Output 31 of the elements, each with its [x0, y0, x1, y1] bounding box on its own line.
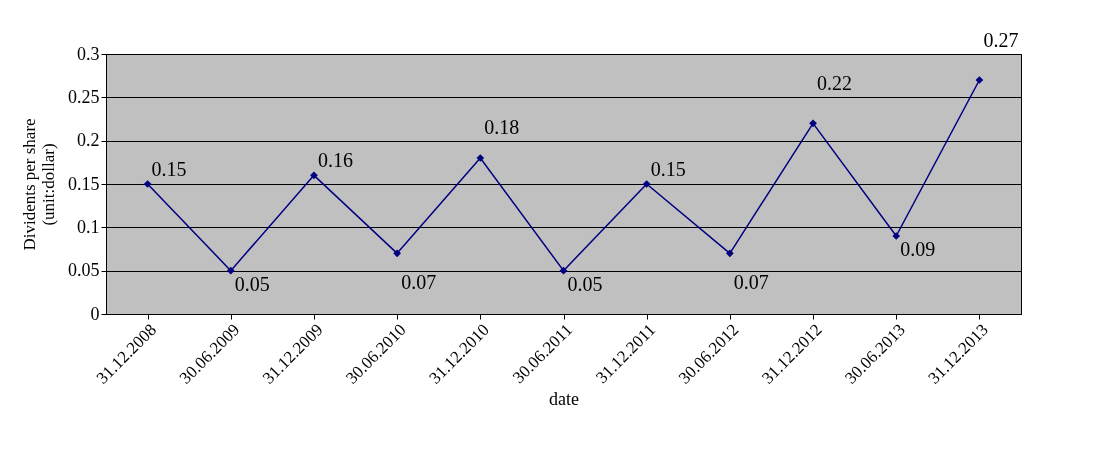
data-label: 0.22 — [817, 72, 853, 95]
y-tick-label: 0.3 — [77, 43, 100, 64]
y-tick-label: 0.15 — [68, 173, 100, 194]
point — [725, 249, 734, 258]
y-tick-label: 0.2 — [77, 130, 100, 151]
data-label: 0.27 — [983, 29, 1019, 51]
y-tick-label: 0.1 — [77, 216, 100, 237]
data-label: 0.16 — [317, 149, 353, 172]
data-label: 0.05 — [234, 272, 270, 295]
point — [476, 154, 485, 162]
point — [975, 76, 984, 84]
data-label: 0.15 — [650, 158, 686, 180]
point — [143, 180, 152, 188]
data-label: 0.07 — [401, 271, 437, 294]
point — [226, 266, 235, 275]
data-label: 0.09 — [900, 238, 936, 260]
point — [809, 119, 817, 128]
point — [559, 266, 568, 275]
point — [393, 249, 402, 258]
point — [642, 180, 651, 188]
y-tick-label: 0.25 — [68, 86, 100, 107]
data-label: 0.18 — [484, 116, 520, 138]
y-tick-label: 0.05 — [68, 260, 100, 281]
point — [892, 232, 901, 240]
point — [310, 171, 318, 180]
data-label: 0.05 — [567, 272, 603, 295]
y-axis-title: Dividents per share (unit:dollar) — [20, 118, 58, 251]
y-tick-label: 0 — [90, 303, 100, 324]
x-axis-title: date — [549, 388, 579, 409]
data-label: 0.15 — [151, 158, 187, 180]
data-label: 0.07 — [733, 271, 769, 294]
